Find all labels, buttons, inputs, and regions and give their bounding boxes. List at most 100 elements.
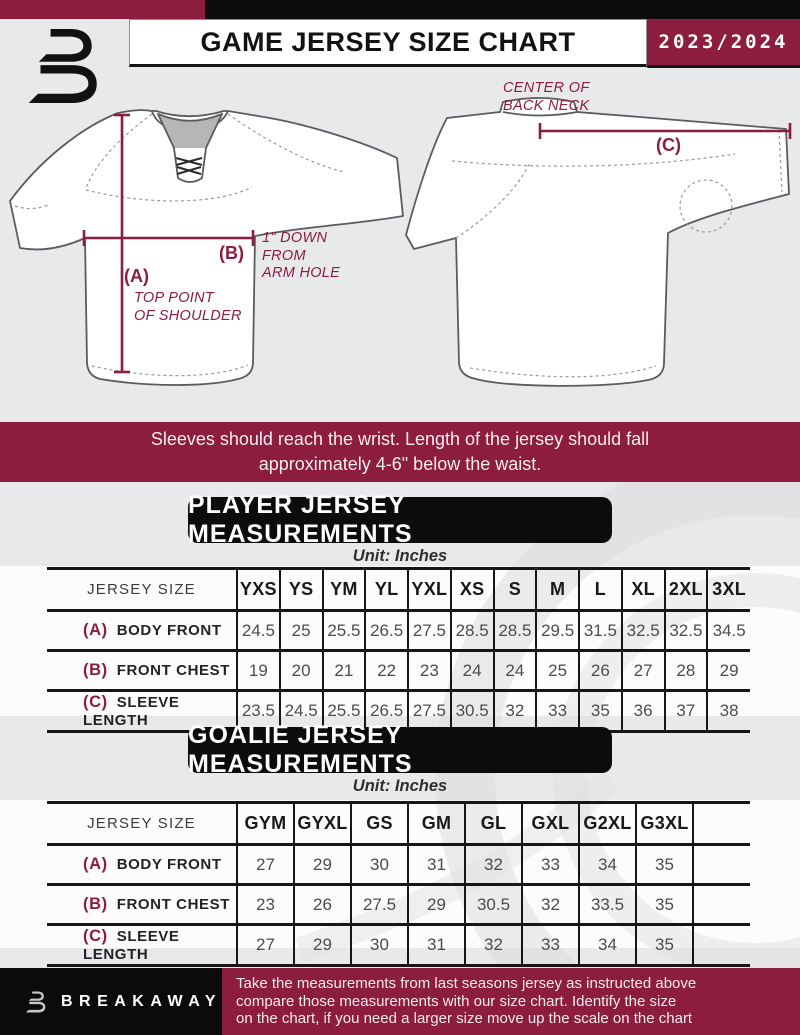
row-label-text: SLEEVE LENGTH (83, 694, 180, 729)
size-header-cell: 2XL (663, 568, 708, 612)
size-header-cell: XL (620, 568, 665, 612)
breakaway-b-monogram-icon (25, 990, 46, 1013)
goalie-section-title: GOALIE JERSEY MEASUREMENTS (188, 721, 413, 778)
player-unit-label: Unit: Inches (352, 547, 448, 565)
measure-note-a: TOP POINT OF SHOULDER (134, 290, 242, 324)
footer-instructions-block: Take the measurements from last seasons … (222, 968, 800, 1035)
size-header-cell: GL (464, 802, 522, 846)
row-label-text: FRONT CHEST (116, 896, 230, 913)
row-label-text: FRONT CHEST (116, 662, 230, 679)
value-cell: 23 (407, 650, 451, 692)
value-cell: 27 (236, 844, 294, 886)
goalie-size-table: JERSEY SIZE GYM GYXL GS GM GL GXL G2XL G… (47, 801, 750, 967)
player-section-title: PLAYER JERSEY MEASUREMENTS (188, 491, 413, 548)
page-title: GAME JERSEY SIZE CHART (200, 26, 576, 57)
row-label-text: SLEEVE LENGTH (83, 928, 180, 963)
size-header-cell: GYXL (293, 802, 351, 846)
breakaway-logo (22, 24, 106, 106)
value-cell: 31 (407, 844, 465, 886)
value-cell: 30 (350, 844, 408, 886)
value-cell: 29 (407, 884, 465, 926)
value-cell: 28.5 (492, 610, 537, 652)
front-jersey-body (9, 109, 404, 386)
row-label-text: BODY FRONT (116, 856, 222, 873)
size-header-cell: YS (278, 568, 323, 612)
fit-notice-text: Sleeves should reach the wrist. Length o… (150, 429, 650, 474)
value-cell: 33 (521, 924, 579, 966)
size-header-cell: GS (350, 802, 408, 846)
footer-instructions-text: Take the measurements from last seasons … (236, 975, 697, 1028)
value-cell: 34 (578, 844, 636, 886)
value-cell: 29.5 (535, 610, 579, 652)
value-cell: 24 (449, 650, 494, 692)
value-cell: 27.5 (350, 884, 408, 926)
value-cell: 30 (350, 924, 408, 966)
goalie-sleeve-length-row: (C) SLEEVE LENGTH 27 29 30 31 32 33 34 35 (47, 924, 750, 966)
row-key: (C) (83, 693, 108, 711)
size-header-cell: YXL (407, 568, 451, 612)
size-header-cell: YM (321, 568, 366, 612)
back-collar-line (502, 111, 578, 117)
value-cell: 37 (663, 690, 708, 732)
player-section-banner: PLAYER JERSEY MEASUREMENTS (188, 491, 612, 548)
size-header-cell: G3XL (635, 802, 693, 846)
value-cell: 26 (293, 884, 351, 926)
goalie-unit-label: Unit: Inches (352, 777, 448, 795)
title-bar: GAME JERSEY SIZE CHART (129, 19, 647, 67)
back-jersey-body (405, 97, 790, 387)
value-cell: 25.5 (321, 610, 366, 652)
value-cell: 33 (521, 844, 579, 886)
value-cell: 21 (321, 650, 366, 692)
size-header-cell: GM (407, 802, 465, 846)
value-cell: 29 (293, 844, 351, 886)
measure-label-c: (C) (656, 135, 681, 155)
footer-brand-block: BREAKAWAY (0, 968, 222, 1035)
empty-value-cell (692, 924, 750, 966)
value-cell: 28 (663, 650, 708, 692)
size-header-cell: YL (364, 568, 408, 612)
size-header-cell: S (492, 568, 537, 612)
value-cell: 19 (236, 650, 280, 692)
player-body-front-row: (A) BODY FRONT 24.5 25 25.5 26.5 27.5 28.… (47, 610, 750, 652)
footer-brand-name: BREAKAWAY (60, 992, 222, 1010)
top-strip-maroon (0, 0, 205, 19)
player-size-table: JERSEY SIZE YXS YS YM YL YXL XS S M L XL… (47, 567, 750, 733)
measure-line-c (538, 123, 792, 139)
row-key: (B) (83, 661, 108, 679)
value-cell: 33.5 (578, 884, 636, 926)
size-header-cell: GXL (521, 802, 579, 846)
breakaway-b-monogram-icon (28, 29, 97, 103)
front-seams (14, 113, 345, 377)
goalie-corner-label: JERSEY SIZE (47, 802, 237, 846)
row-label: (A) BODY FRONT (47, 844, 237, 886)
value-cell: 31.5 (578, 610, 622, 652)
value-cell: 35 (635, 924, 693, 966)
value-cell: 34 (578, 924, 636, 966)
row-key: (A) (83, 855, 108, 873)
value-cell: 28.5 (449, 610, 494, 652)
size-header-cell: M (535, 568, 579, 612)
value-cell: 30.5 (464, 884, 522, 926)
empty-value-cell (692, 884, 750, 926)
size-header-cell: XS (449, 568, 494, 612)
row-label: (B) FRONT CHEST (47, 650, 237, 692)
goalie-front-chest-row: (B) FRONT CHEST 23 26 27.5 29 30.5 32 33.… (47, 884, 750, 926)
value-cell: 35 (635, 884, 693, 926)
value-cell: 23 (236, 884, 294, 926)
jersey-front-diagram (9, 109, 404, 386)
value-cell: 32.5 (620, 610, 665, 652)
size-header-cell: L (578, 568, 622, 612)
value-cell: 26.5 (364, 610, 408, 652)
value-cell: 22 (364, 650, 408, 692)
jersey-diagrams (9, 97, 792, 387)
value-cell: 34.5 (706, 610, 750, 652)
value-cell: 32 (464, 844, 522, 886)
value-cell: 25 (278, 610, 323, 652)
value-cell: 27.5 (407, 610, 451, 652)
row-key: (B) (83, 895, 108, 913)
row-label-text: BODY FRONT (116, 622, 222, 639)
measure-line-a (114, 113, 130, 374)
measurement-lines (82, 113, 792, 374)
measure-label-a: (A) (124, 266, 149, 286)
measure-note-b: 1" DOWN FROM ARM HOLE (262, 230, 341, 281)
